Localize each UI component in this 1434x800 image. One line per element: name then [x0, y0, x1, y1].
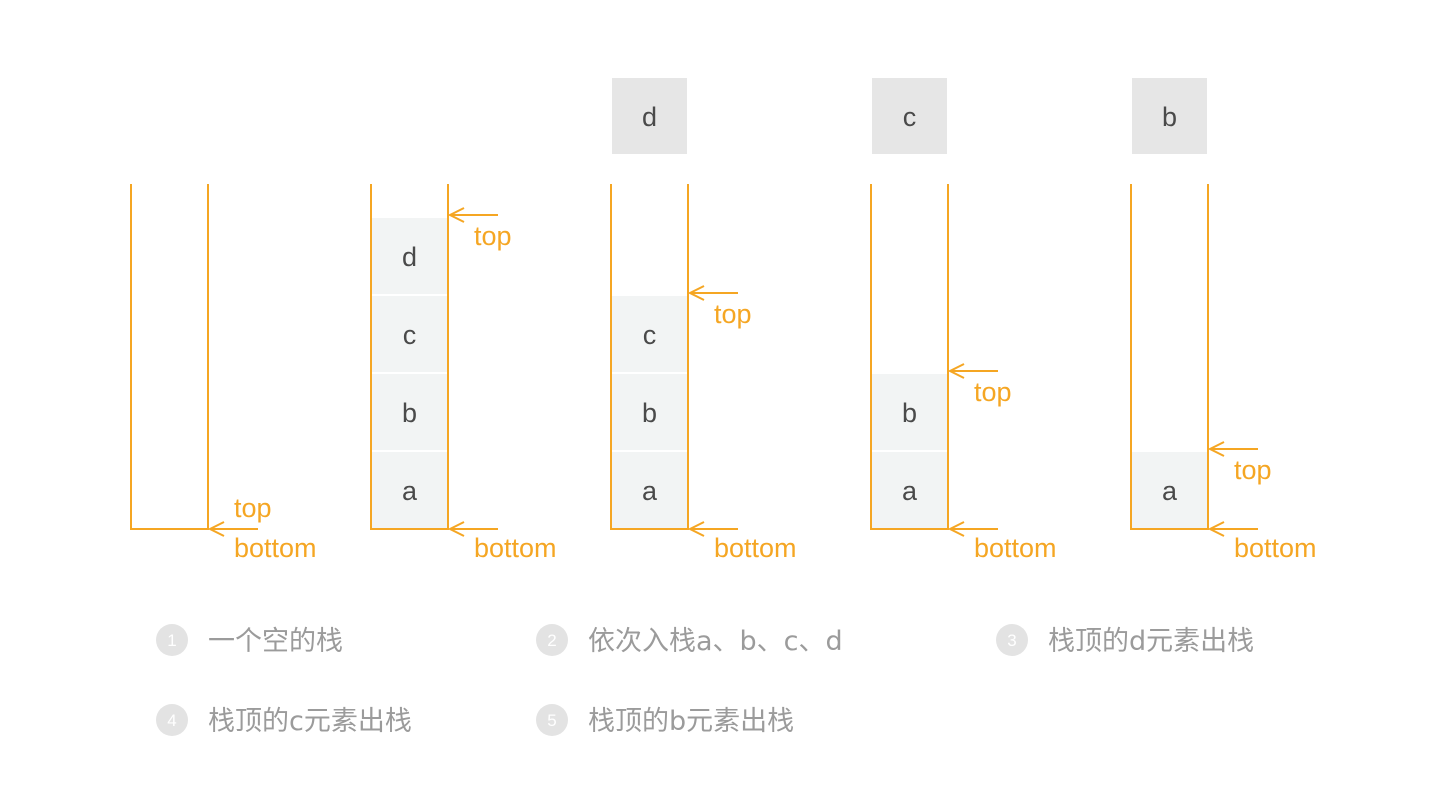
stack-container	[610, 184, 689, 530]
stack-1: top bottom	[130, 184, 317, 563]
arrow-head	[447, 207, 465, 223]
caption-text: 栈顶的b元素出栈	[588, 706, 794, 737]
stack-cell: b	[612, 374, 687, 450]
stack-cell-label: a	[642, 476, 658, 506]
stack-cell: a	[872, 452, 947, 528]
top-pointer: top	[687, 285, 752, 329]
caption-text: 依次入栈a、b、c、d	[588, 626, 843, 657]
bottom-pointer-label: bottom	[1234, 533, 1317, 563]
stack-cell-box	[372, 218, 447, 294]
step-number-badge	[536, 624, 568, 656]
stack-cell-box	[372, 452, 447, 528]
step-number: 4	[167, 711, 176, 730]
step-number: 3	[1007, 631, 1016, 650]
bottom-pointer: bottom	[947, 521, 1057, 563]
stack-cell-box	[1132, 452, 1207, 528]
stack-cell: a	[372, 452, 447, 528]
stack-cell-box	[612, 296, 687, 372]
step-number-badge	[996, 624, 1028, 656]
stack-cell: d	[372, 218, 447, 294]
stack-cell-label: b	[402, 398, 417, 428]
caption-3: 3 栈顶的d元素出栈	[996, 624, 1254, 657]
popped-element: c	[872, 78, 947, 154]
step-number-badge	[156, 704, 188, 736]
arrow-head	[947, 521, 965, 537]
top-pointer-label: top	[474, 221, 512, 251]
stack-cell-box	[372, 374, 447, 450]
step-number-badge	[536, 704, 568, 736]
stack-cell-label: c	[403, 320, 417, 350]
arrow-head	[1207, 521, 1225, 537]
stack-3: a b c d top bottom	[610, 78, 797, 563]
stack-container	[1130, 184, 1209, 530]
step-number: 5	[547, 711, 556, 730]
bottom-pointer: bottom	[447, 521, 557, 563]
stack-cell: b	[372, 374, 447, 450]
stack-cell-label: a	[1162, 476, 1178, 506]
stack-cell: c	[612, 296, 687, 372]
caption-text: 栈顶的d元素出栈	[1048, 626, 1254, 657]
bottom-pointer-label: bottom	[474, 533, 557, 563]
stack-5: a b top bottom	[1130, 78, 1317, 563]
stack-cell-box	[372, 296, 447, 372]
stack-container	[870, 184, 949, 530]
stack-container	[130, 184, 209, 530]
top-pointer-label: top	[1234, 455, 1272, 485]
popped-element-label: d	[642, 102, 657, 132]
popped-element: b	[1132, 78, 1207, 154]
stack-2: a b c d top bottom	[370, 184, 557, 563]
step-number-badge	[156, 624, 188, 656]
stack-cell-label: a	[902, 476, 918, 506]
popped-element-box	[872, 78, 947, 154]
bottom-pointer-label: bottom	[714, 533, 797, 563]
bottom-pointer-label: bottom	[974, 533, 1057, 563]
top-pointer-label: top	[714, 299, 752, 329]
top-pointer-label: top	[974, 377, 1012, 407]
stack-cell-label: d	[402, 242, 417, 272]
arrow-head	[687, 285, 705, 301]
step-number: 2	[547, 631, 556, 650]
caption-2: 2 依次入栈a、b、c、d	[536, 624, 843, 657]
step-number: 1	[167, 631, 176, 650]
stack-cell-box	[612, 374, 687, 450]
stack-cell-box	[612, 452, 687, 528]
arrow-head	[947, 363, 965, 379]
stack-cell-label: b	[642, 398, 657, 428]
stack-cell: b	[872, 374, 947, 450]
stack-cell-label: b	[902, 398, 917, 428]
popped-element-label: c	[903, 102, 917, 132]
caption-text: 一个空的栈	[208, 626, 343, 657]
stack-container	[370, 184, 449, 530]
popped-element-box	[1132, 78, 1207, 154]
stack-cell: c	[372, 296, 447, 372]
popped-element: d	[612, 78, 687, 154]
bottom-pointer-label: bottom	[234, 533, 317, 563]
stack-cell-box	[872, 374, 947, 450]
popped-element-box	[612, 78, 687, 154]
arrow-head	[1207, 441, 1225, 457]
top-pointer: top	[447, 207, 512, 251]
caption-5: 5 栈顶的b元素出栈	[536, 704, 794, 737]
popped-element-label: b	[1162, 102, 1177, 132]
bottom-pointer: bottom	[687, 521, 797, 563]
top-pointer-label: top	[234, 493, 272, 523]
arrow-head	[447, 521, 465, 537]
arrow-head	[207, 521, 225, 537]
stack-cell-label: a	[402, 476, 418, 506]
caption-4: 4 栈顶的c元素出栈	[156, 704, 412, 737]
stack-cell: a	[612, 452, 687, 528]
top-pointer: top	[947, 363, 1012, 407]
top-pointer: top	[1207, 441, 1272, 485]
stack-cell: a	[1132, 452, 1207, 528]
arrow-head	[687, 521, 705, 537]
stack-cell-label: c	[643, 320, 657, 350]
stack-4: a b c top bottom	[870, 78, 1057, 563]
caption-1: 1 一个空的栈	[156, 624, 343, 657]
bottom-pointer: bottom	[1207, 521, 1317, 563]
stack-cell-box	[872, 452, 947, 528]
caption-text: 栈顶的c元素出栈	[208, 706, 412, 737]
